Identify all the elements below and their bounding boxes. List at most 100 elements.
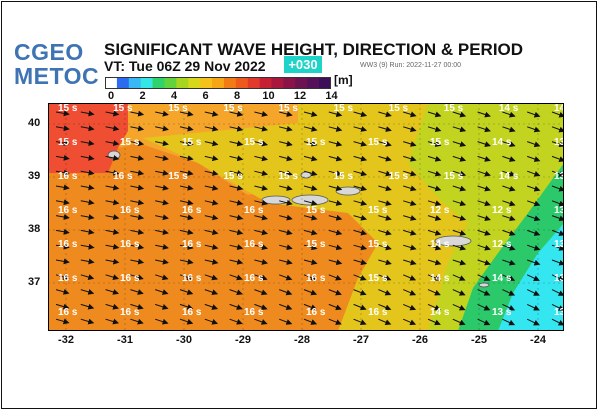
latitude-label: 40 bbox=[28, 117, 41, 129]
wave-direction-arrow bbox=[378, 170, 392, 177]
wave-direction-arrow bbox=[179, 318, 194, 325]
wave-period-label: 13 s bbox=[554, 239, 564, 250]
wave-period-label: 15 s bbox=[113, 103, 133, 114]
wave-period-label: 14 s bbox=[499, 103, 519, 114]
wave-direction-arrow bbox=[526, 303, 540, 311]
wave-direction-arrow bbox=[477, 111, 491, 118]
wave-direction-arrow bbox=[427, 170, 442, 177]
wave-period-label: 15 s bbox=[168, 103, 188, 114]
wave-direction-arrow bbox=[130, 243, 145, 250]
island-pico bbox=[291, 194, 329, 206]
colorbar-swatch bbox=[200, 77, 213, 89]
wave-direction-arrow bbox=[527, 259, 541, 266]
wave-direction-arrow bbox=[403, 170, 417, 177]
wave-direction-arrow bbox=[80, 169, 95, 176]
wave-direction-arrow bbox=[502, 244, 516, 251]
colorbar-swatch bbox=[116, 77, 130, 89]
wave-direction-arrow bbox=[328, 303, 342, 311]
wave-direction-arrow bbox=[328, 126, 343, 132]
wave-direction-arrow bbox=[229, 170, 244, 176]
wave-direction-arrow bbox=[403, 126, 417, 133]
wave-direction-arrow bbox=[303, 125, 318, 132]
wave-direction-arrow bbox=[279, 185, 293, 191]
wave-direction-arrow bbox=[551, 274, 564, 282]
wave-direction-arrow bbox=[105, 274, 119, 281]
valid-time: VT: Tue 06Z 29 Nov 2022 bbox=[104, 58, 266, 74]
forecast-offset-badge: +030 bbox=[284, 56, 322, 73]
wave-period-label: 15 s bbox=[278, 103, 298, 114]
wave-direction-arrow bbox=[229, 303, 243, 310]
run-info: WW3 (9) Run: 2022-11-27 00:00 bbox=[360, 62, 462, 69]
wave-direction-arrow bbox=[452, 289, 466, 296]
wave-period-label: 15 s bbox=[120, 137, 140, 148]
wave-direction-arrow bbox=[130, 303, 144, 310]
wave-direction-arrow bbox=[477, 289, 491, 296]
wave-direction-arrow bbox=[527, 170, 541, 177]
wave-direction-arrow bbox=[279, 170, 293, 177]
wave-direction-arrow bbox=[403, 244, 417, 251]
wave-direction-arrow bbox=[105, 289, 119, 295]
wave-direction-arrow bbox=[452, 215, 467, 221]
wave-direction-arrow bbox=[204, 184, 219, 191]
island-sao-jorge bbox=[335, 186, 361, 196]
colorbar-tick-label: 8 bbox=[233, 90, 241, 102]
wave-direction-arrow bbox=[477, 303, 491, 311]
wave-direction-arrow bbox=[80, 288, 95, 295]
wave-direction-arrow bbox=[427, 126, 442, 133]
colorbar-swatch bbox=[223, 77, 237, 89]
wave-direction-arrow bbox=[303, 111, 318, 117]
wave-period-label: 15 s bbox=[389, 171, 409, 182]
wave-direction-arrow bbox=[527, 185, 541, 192]
wave-direction-arrow bbox=[55, 228, 70, 235]
wave-direction-arrow bbox=[130, 125, 145, 132]
wave-direction-arrow bbox=[427, 259, 442, 266]
wave-direction-arrow bbox=[179, 170, 194, 176]
colorbar-swatch bbox=[176, 77, 189, 89]
wave-direction-arrow bbox=[204, 199, 219, 206]
wave-direction-arrow bbox=[353, 259, 368, 266]
wave-period-label: 16 s bbox=[120, 239, 140, 250]
wave-direction-arrow bbox=[427, 141, 442, 147]
wave-period-label: 12 s bbox=[492, 239, 512, 250]
wave-period-label: 16 s bbox=[306, 273, 326, 284]
wave-direction-arrow bbox=[229, 244, 244, 250]
wave-direction-arrow bbox=[155, 229, 169, 235]
wave-direction-arrow bbox=[254, 111, 268, 117]
wave-period-label: 15 s bbox=[430, 137, 450, 148]
wave-direction-arrow bbox=[378, 229, 392, 236]
wave-direction-arrow bbox=[328, 274, 342, 281]
wave-direction-arrow bbox=[130, 140, 145, 147]
wave-direction-arrow bbox=[452, 244, 467, 251]
wave-direction-arrow bbox=[204, 318, 219, 325]
wave-direction-arrow bbox=[353, 185, 368, 192]
wave-period-label: 13 s bbox=[554, 307, 564, 318]
wave-direction-arrow bbox=[55, 125, 70, 132]
wave-period-label: 13 s bbox=[554, 137, 564, 148]
colorbar-border bbox=[105, 77, 331, 89]
wave-direction-arrow bbox=[279, 244, 293, 251]
wave-direction-arrow bbox=[551, 111, 564, 118]
colorbar-tick-label: 14 bbox=[325, 90, 338, 102]
wave-direction-arrow bbox=[80, 199, 95, 206]
wave-direction-arrow bbox=[105, 303, 119, 310]
wave-direction-arrow bbox=[105, 214, 120, 221]
colorbar-swatch bbox=[212, 77, 225, 89]
wave-direction-arrow bbox=[527, 155, 541, 162]
wave-direction-arrow bbox=[477, 170, 491, 177]
wave-period-label: 15 s bbox=[444, 103, 464, 114]
wave-direction-arrow bbox=[303, 140, 318, 147]
wave-direction-arrow bbox=[477, 318, 491, 326]
wave-direction-arrow bbox=[378, 259, 392, 266]
wave-direction-arrow bbox=[179, 214, 194, 221]
wave-direction-arrow bbox=[80, 228, 95, 235]
wave-direction-arrow bbox=[254, 229, 268, 236]
wave-direction-arrow bbox=[378, 274, 392, 281]
wave-direction-arrow bbox=[502, 229, 516, 236]
wave-direction-arrow bbox=[55, 140, 70, 146]
colorbar-tick-label: 0 bbox=[107, 90, 115, 102]
wave-direction-arrow bbox=[179, 199, 194, 206]
wave-period-label: 16 s bbox=[244, 307, 264, 318]
wave-direction-arrow bbox=[254, 199, 268, 206]
wave-direction-arrow bbox=[179, 258, 194, 265]
wave-direction-arrow bbox=[452, 170, 467, 177]
